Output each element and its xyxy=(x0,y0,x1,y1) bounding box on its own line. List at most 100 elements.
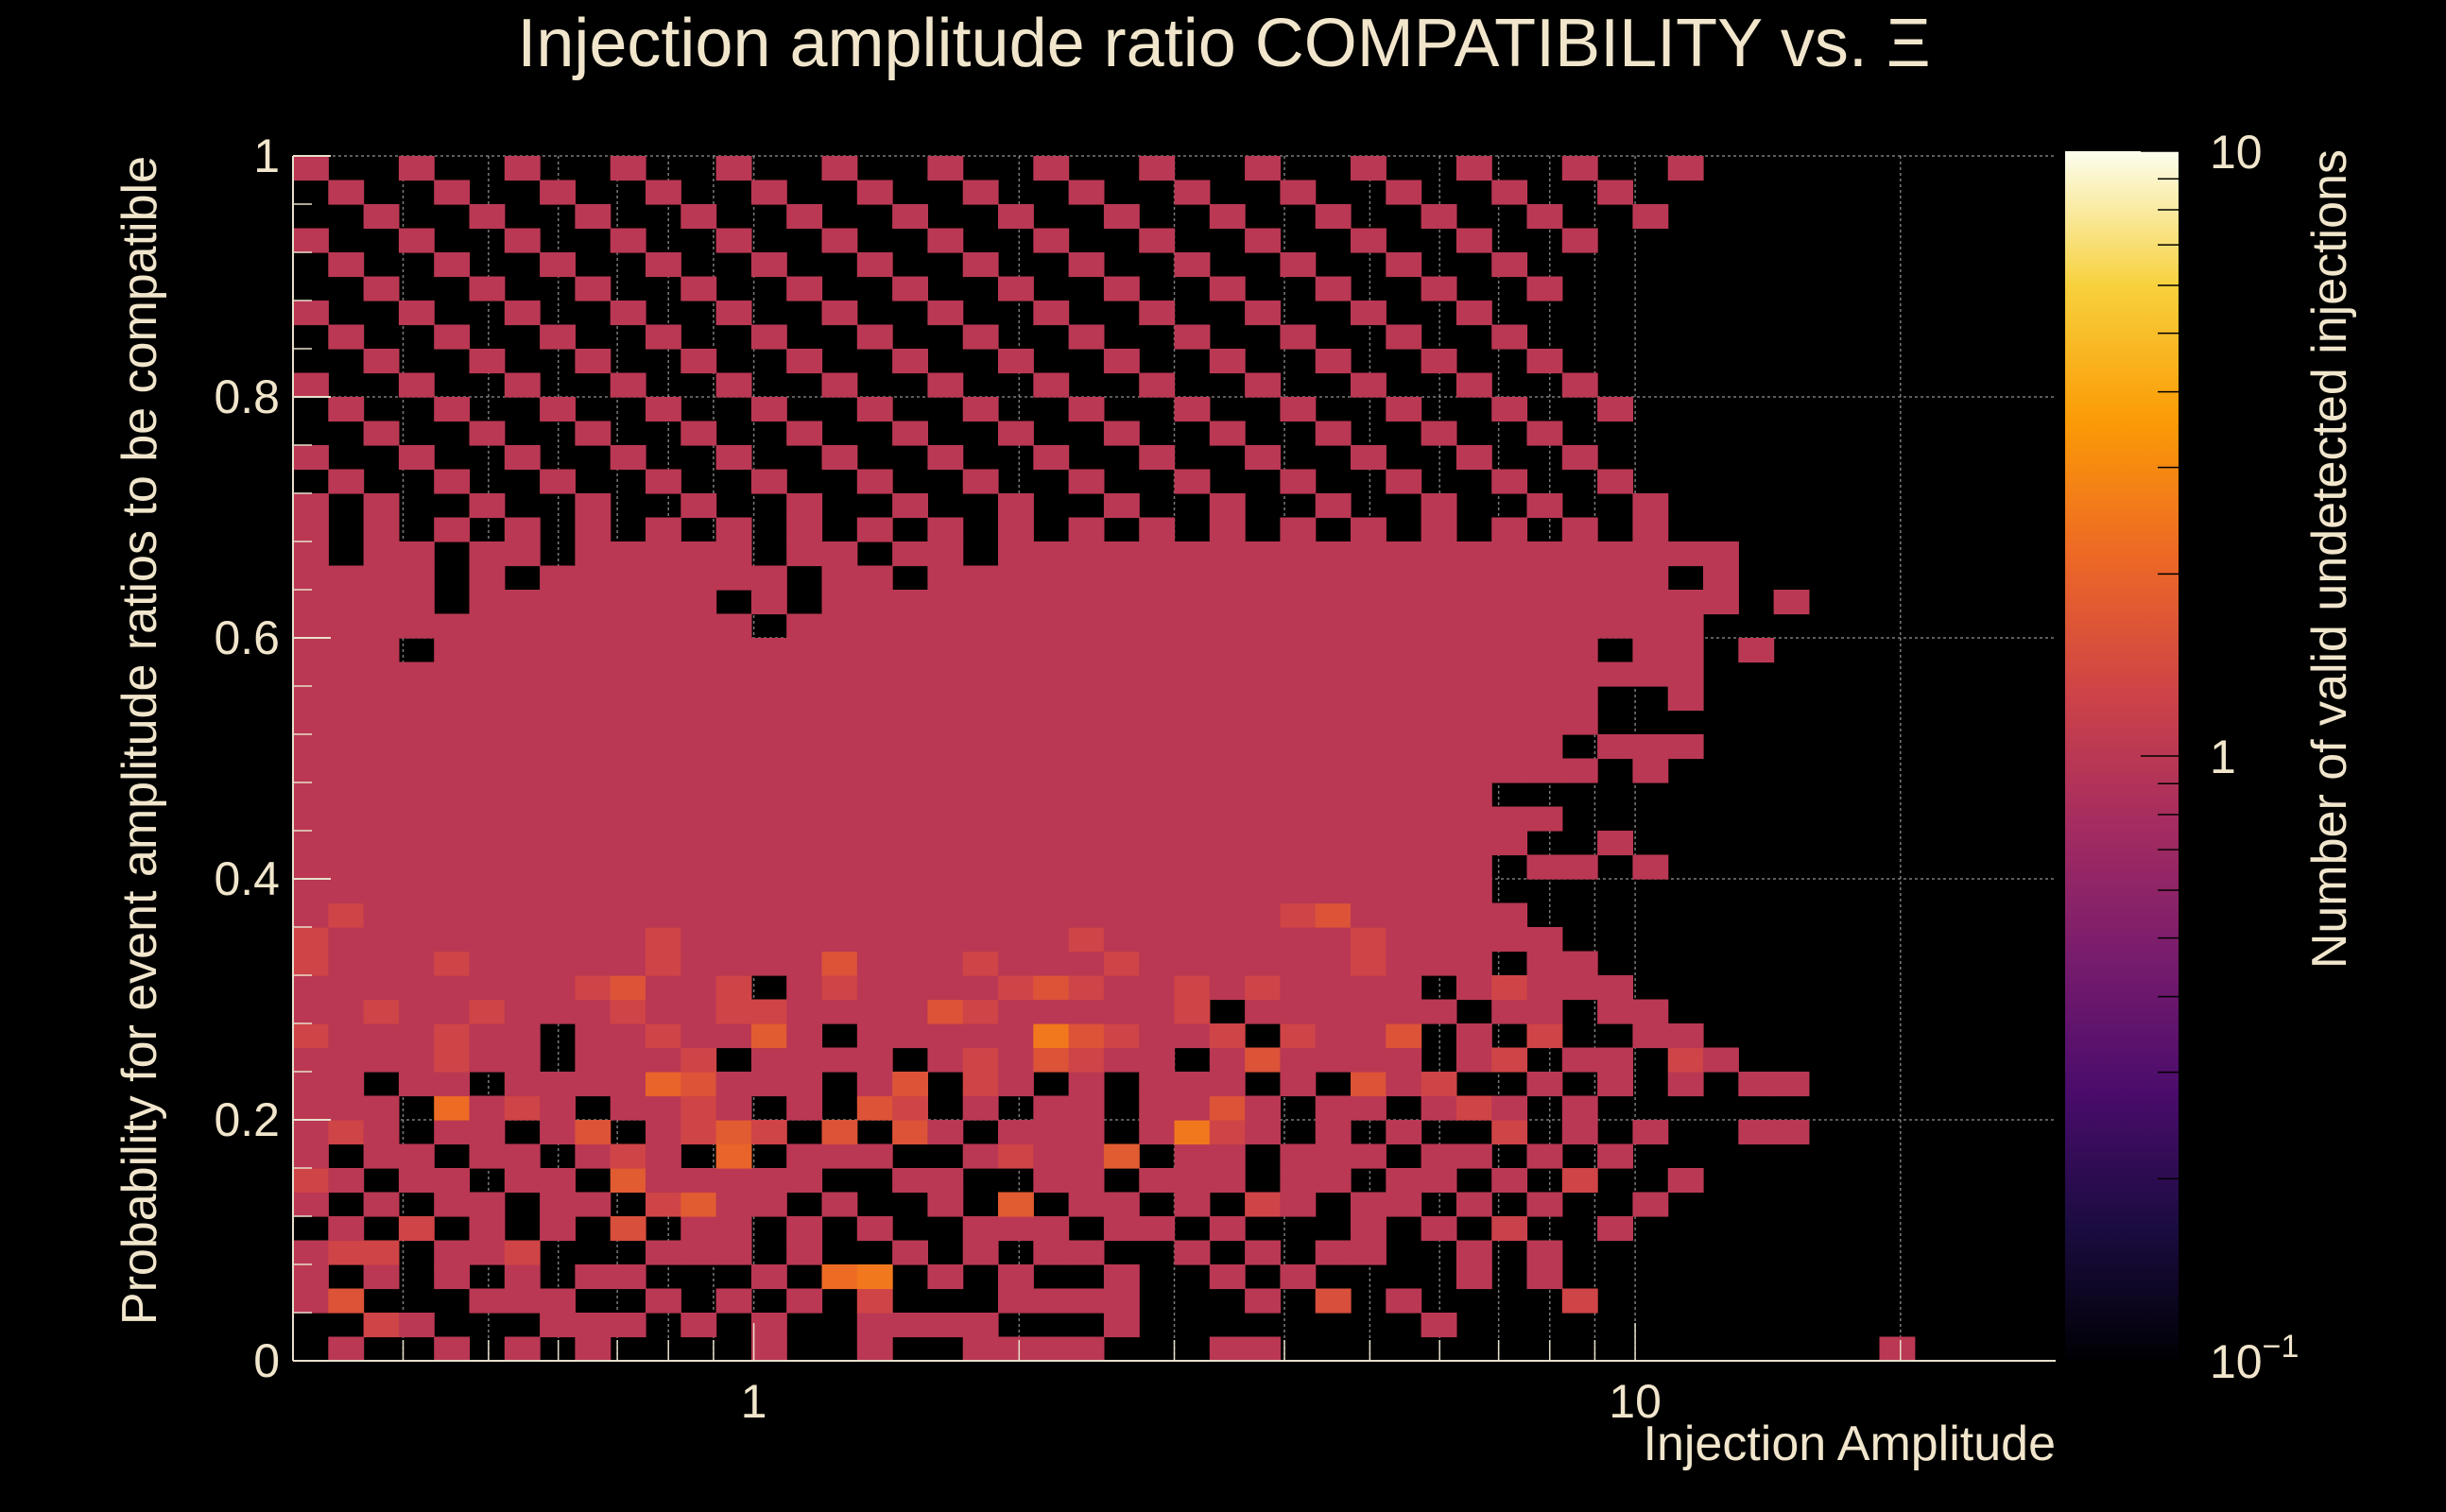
heatmap-cell xyxy=(892,1240,928,1265)
heatmap-cell xyxy=(715,517,752,542)
heatmap-cell xyxy=(1597,1047,1633,1073)
heatmap-cell xyxy=(363,613,400,639)
heatmap-cell xyxy=(1351,590,1387,615)
heatmap-cell xyxy=(540,758,576,783)
heatmap-cell xyxy=(1103,276,1140,301)
heatmap-cell xyxy=(1033,156,1070,181)
heatmap-cell xyxy=(504,758,541,783)
heatmap-cell xyxy=(1139,1047,1176,1073)
heatmap-cell xyxy=(998,276,1034,301)
heatmap-cell xyxy=(504,1023,541,1049)
heatmap-cell xyxy=(1491,590,1528,615)
heatmap-cell xyxy=(1245,1336,1281,1362)
heatmap-cell xyxy=(1033,301,1070,326)
heatmap-cell xyxy=(469,1143,506,1169)
heatmap-cell xyxy=(856,734,893,760)
heatmap-cell xyxy=(680,686,717,712)
heatmap-cell xyxy=(750,180,787,205)
heatmap-cell xyxy=(646,590,681,615)
heatmap-cell xyxy=(856,662,893,687)
heatmap-cell xyxy=(1526,421,1563,446)
heatmap-cell xyxy=(293,662,329,687)
heatmap-cell xyxy=(1315,999,1352,1024)
heatmap-cell xyxy=(998,1120,1034,1145)
heatmap-cell xyxy=(1139,951,1176,976)
heatmap-cell xyxy=(715,613,752,639)
heatmap-cell xyxy=(927,710,964,735)
heatmap-cell xyxy=(715,301,752,326)
heatmap-cell xyxy=(434,854,471,880)
heatmap-cell xyxy=(750,854,787,880)
heatmap-cell xyxy=(328,565,365,591)
heatmap-cell xyxy=(293,301,329,326)
heatmap-cell xyxy=(856,710,893,735)
heatmap-cell xyxy=(504,156,541,181)
heatmap-cell xyxy=(328,854,365,880)
heatmap-cell xyxy=(786,806,823,832)
heatmap-cell xyxy=(1033,806,1070,832)
heatmap-cell xyxy=(927,1047,964,1073)
heatmap-cell xyxy=(1526,541,1563,567)
heatmap-cell xyxy=(1139,734,1176,760)
heatmap-cell xyxy=(610,372,646,398)
heatmap-cell xyxy=(610,782,646,808)
heatmap-cell xyxy=(821,1143,858,1169)
heatmap-cell xyxy=(1632,541,1669,567)
heatmap-cell xyxy=(293,613,329,639)
heatmap-cell xyxy=(786,831,823,856)
heatmap-cell xyxy=(646,1095,681,1121)
heatmap-cell xyxy=(1351,301,1387,326)
heatmap-cell xyxy=(1351,831,1387,856)
heatmap-cell xyxy=(1245,1288,1281,1314)
heatmap-cell xyxy=(1351,1192,1387,1217)
heatmap-cell xyxy=(646,806,681,832)
heatmap-cell xyxy=(680,541,717,567)
heatmap-cell xyxy=(1421,638,1457,663)
heatmap-cell xyxy=(1597,975,1633,1001)
heatmap-cell xyxy=(1280,1143,1317,1169)
heatmap-cell xyxy=(328,1095,365,1121)
heatmap-cell xyxy=(786,204,823,230)
heatmap-cell xyxy=(1632,613,1669,639)
heatmap-cell xyxy=(715,902,752,928)
heatmap-cell xyxy=(1315,613,1352,639)
heatmap-cell xyxy=(680,879,717,904)
heatmap-cell xyxy=(1456,156,1492,181)
heatmap-cell xyxy=(892,806,928,832)
heatmap-cell xyxy=(398,975,435,1001)
heatmap-cell xyxy=(1456,902,1492,928)
heatmap-cell xyxy=(750,1264,787,1290)
heatmap-cell xyxy=(856,951,893,976)
heatmap-cell xyxy=(1386,806,1422,832)
heatmap-cell xyxy=(646,565,681,591)
heatmap-cell xyxy=(1315,1168,1352,1194)
heatmap-cell xyxy=(504,301,541,326)
heatmap-cell xyxy=(892,1313,928,1338)
heatmap-cell xyxy=(927,1264,964,1290)
heatmap-cell xyxy=(328,324,365,350)
heatmap-cell xyxy=(1174,1072,1211,1097)
heatmap-cell xyxy=(1245,228,1281,253)
heatmap-cell xyxy=(1174,541,1211,567)
colorbar-tick-exponent: −1 xyxy=(2263,1329,2300,1365)
heatmap-cell xyxy=(363,1023,400,1049)
heatmap-cell xyxy=(1561,951,1598,976)
heatmap-cell xyxy=(1245,301,1281,326)
heatmap-cell xyxy=(1068,951,1105,976)
heatmap-cell xyxy=(1351,710,1387,735)
heatmap-cell xyxy=(680,951,717,976)
heatmap-cell xyxy=(469,1023,506,1049)
heatmap-cell xyxy=(1068,1120,1105,1145)
heatmap-cell xyxy=(1386,662,1422,687)
heatmap-cell xyxy=(469,879,506,904)
heatmap-cell xyxy=(998,879,1034,904)
heatmap-cell xyxy=(1033,951,1070,976)
heatmap-cell xyxy=(1280,180,1317,205)
heatmap-cell xyxy=(1386,252,1422,278)
heatmap-cell xyxy=(1421,565,1457,591)
heatmap-cell xyxy=(504,806,541,832)
heatmap-cell xyxy=(1103,1264,1140,1290)
heatmap-cell xyxy=(540,469,576,494)
heatmap-cell xyxy=(363,1120,400,1145)
heatmap-cell xyxy=(610,1168,646,1194)
